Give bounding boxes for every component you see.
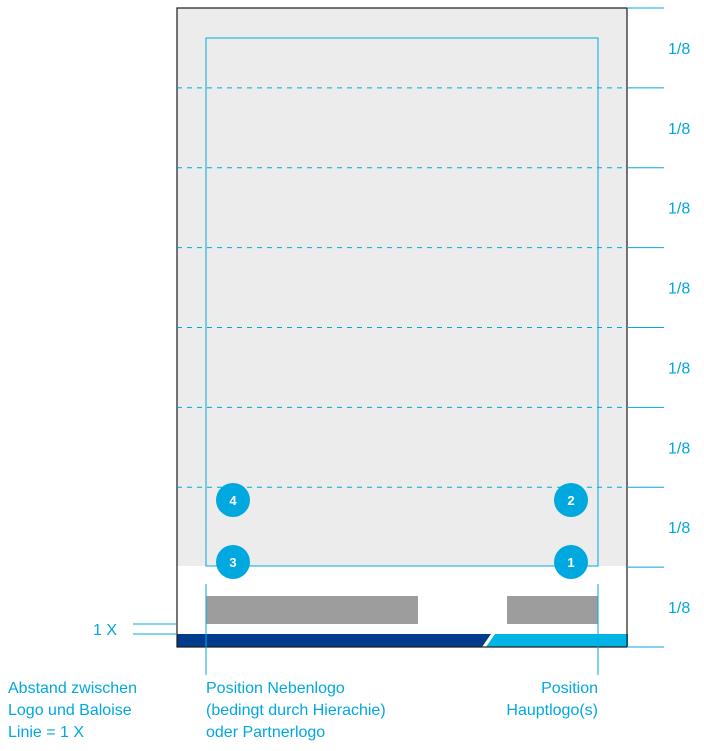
marker-4: 4 <box>216 483 250 517</box>
main-logo-annotation: Position Hauptlogo(s) <box>506 678 598 722</box>
image-area <box>177 8 627 566</box>
spacing-annotation: Abstand zwischen Logo und Baloise Linie … <box>8 678 137 744</box>
secondary-logo-annotation-line-3: oder Partnerlogo <box>206 724 326 741</box>
safe-area-frame <box>205 37 599 567</box>
marker-3: 3 <box>216 545 250 579</box>
secondary-logo-annotation-line-1: Position Nebenlogo <box>206 680 345 697</box>
row-fraction-label: 1/8 <box>668 121 690 138</box>
baloise-line-dark <box>177 634 491 647</box>
row-fraction-label: 1/8 <box>668 201 690 218</box>
marker-1: 1 <box>554 545 588 579</box>
secondary-logo-annotation-line-2: (bedingt durch Hierachie) <box>206 702 386 719</box>
baloise-line-light <box>486 634 628 647</box>
row-fraction-label: 1/8 <box>668 440 690 457</box>
marker-4-label: 4 <box>229 493 237 508</box>
marker-2-label: 2 <box>567 493 574 508</box>
row-fraction-label: 1/8 <box>668 520 690 537</box>
row-fraction-label: 1/8 <box>668 360 690 377</box>
row-fraction-label: 1/8 <box>668 41 690 58</box>
row-fraction-label: 1/8 <box>668 600 690 617</box>
grid-lines <box>177 87 627 488</box>
marker-3-label: 3 <box>229 555 236 570</box>
secondary-logo-placeholder <box>206 596 418 624</box>
row-fraction-labels: 1/8 1/8 1/8 1/8 1/8 1/8 1/8 1/8 <box>668 41 690 617</box>
right-ticks <box>627 7 664 648</box>
main-logo-annotation-line-2: Hauptlogo(s) <box>506 702 598 719</box>
spacing-label: 1 X <box>93 622 117 639</box>
row-fraction-label: 1/8 <box>668 281 690 298</box>
spacing-annotation-line-1: Abstand zwischen <box>8 680 137 697</box>
main-logo-placeholder <box>507 596 598 624</box>
main-logo-annotation-line-1: Position <box>541 680 598 697</box>
marker-1-label: 1 <box>567 555 574 570</box>
spacing-annotation-line-3: Linie = 1 X <box>8 724 85 741</box>
secondary-logo-annotation: Position Nebenlogo (bedingt durch Hierac… <box>206 678 386 744</box>
marker-2: 2 <box>554 483 588 517</box>
spacing-annotation-line-2: Logo und Baloise <box>8 702 132 719</box>
